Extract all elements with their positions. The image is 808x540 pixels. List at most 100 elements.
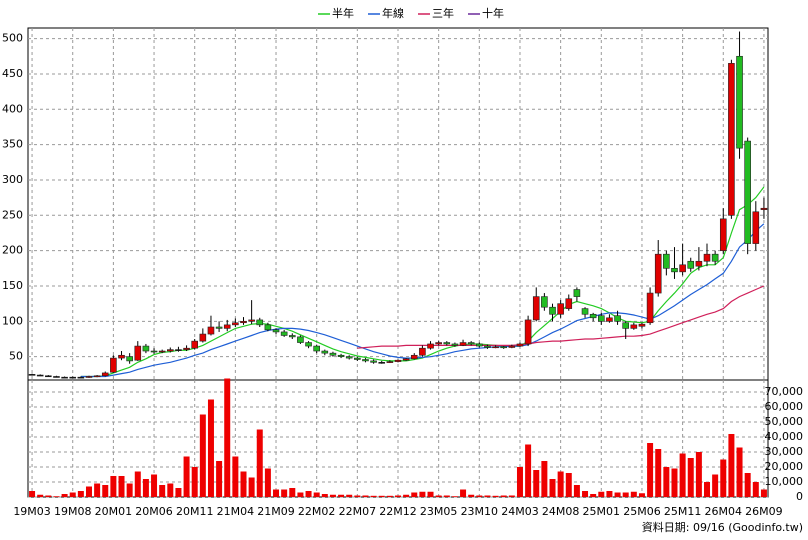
candle-body [362,359,369,362]
volume-bar [573,485,580,497]
volume-bar [500,495,507,497]
candle-body [671,268,678,273]
candle-body [581,308,589,315]
y-tick-label: 50 [9,350,23,363]
volume-bar [151,474,158,497]
candle-body [744,140,751,244]
candle-body [223,324,231,329]
candle-body [443,342,451,345]
candle-body [345,356,353,359]
candle-body [337,354,345,357]
volume-bar [338,494,345,497]
x-tick-label: 21M04 [217,505,255,518]
volume-bar [582,491,589,497]
volume-bar [476,495,483,497]
volume-bar [687,458,694,497]
candle-body [516,343,524,347]
y2-tick-label: 50,000 [765,415,804,428]
y-tick-label: 250 [2,208,23,221]
candle-body [695,260,703,267]
candle-body [110,357,117,373]
x-tick-label: 19M08 [54,505,92,518]
x-tick-label: 23M10 [461,505,499,518]
volume-bar [630,491,637,497]
ma-line [357,285,765,349]
volume-bar [134,471,141,497]
candle-body [711,253,719,262]
x-tick-label: 25M06 [623,505,661,518]
volume-bar [419,491,426,497]
volume-bar [102,485,109,497]
legend-label: 年線 [382,6,404,20]
candle-body [305,342,312,347]
candle-body [573,289,581,297]
volume-bar [69,492,76,497]
volume-bar [443,495,450,497]
candle-body [175,349,182,351]
volume-bar [427,491,434,497]
y-tick-label: 350 [2,138,23,151]
volume-bar [516,467,523,497]
candle-body [614,315,621,322]
candle-body [36,374,44,377]
volume-bar [224,378,231,497]
volume-bar [142,479,149,497]
volume-bar [565,473,572,497]
volume-bar [451,496,458,497]
x-tick-label: 21M09 [257,505,295,518]
candle-body [419,347,426,356]
x-tick-label: 20M06 [135,505,173,518]
y-tick-label: 400 [2,102,23,115]
candle-body [736,55,743,149]
volume-bar [77,491,84,497]
volume-bar [760,489,767,497]
volume-bar [712,474,719,497]
source-note: 資料日期: 09/16 (Goodinfo.tw) [642,520,803,534]
volume-bar [378,495,385,497]
legend-label: 半年 [332,6,354,20]
candle-body [467,342,475,345]
volume-bar [557,471,564,497]
candle-body [557,303,564,315]
volume-bar [386,495,393,497]
volume-bar [370,495,377,497]
volume-bar [94,483,101,497]
candle-body [549,306,556,315]
y-tick-label: 200 [2,244,23,257]
candle-body [199,333,207,342]
y2-tick-label: 40,000 [765,430,804,443]
volume-bar [622,492,629,497]
x-tick-label: 25M01 [583,505,621,518]
volume-bar [525,444,532,497]
candle-body [61,376,68,379]
x-tick-label: 24M03 [501,505,539,518]
volume-bar [395,495,401,497]
volume-bar [110,476,117,497]
candle-body [630,324,638,329]
x-tick-label: 20M01 [95,505,133,518]
volume-bar [61,494,68,497]
candle-body [28,374,36,376]
x-tick-label: 22M02 [298,505,336,518]
candle-body [654,253,662,294]
volume-bar [638,493,645,497]
volume-bar [126,483,133,497]
y2-tick-label: 20,000 [765,460,804,473]
candle-body [232,322,239,326]
y2-tick-label: 70,000 [765,385,804,398]
volume-bar [468,494,475,497]
candle-body [85,376,93,378]
candle-body [492,346,499,349]
volume-bar [655,449,662,497]
candle-body [719,218,727,251]
volume-bar [492,495,499,497]
y2-tick-label: 30,000 [765,445,804,458]
volume-bar [460,489,467,497]
volume-bar [240,471,247,497]
y-tick-label: 450 [2,67,23,80]
candle-body [541,296,548,308]
y-tick-label: 150 [2,279,23,292]
volume-bar [329,494,336,497]
legend-label: 十年 [482,6,504,20]
candle-body [394,359,402,362]
